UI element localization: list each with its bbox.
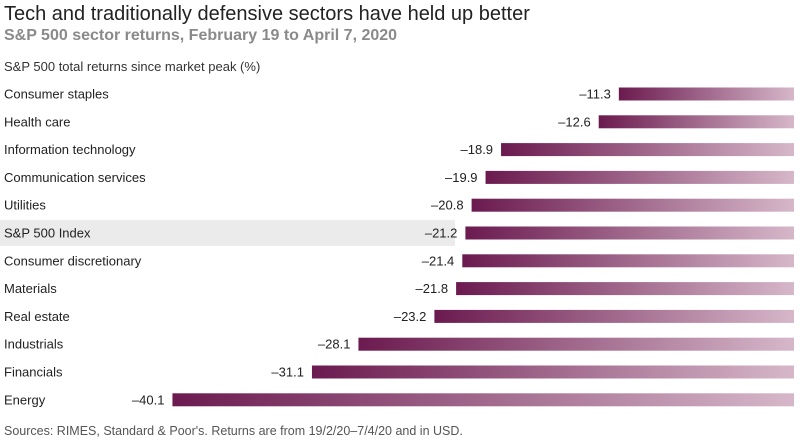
chart-subtitle: S&P 500 sector returns, February 19 to A… [4,27,398,44]
value-label: –20.8 [431,198,464,213]
category-label: Energy [4,392,46,407]
category-label: Industrials [4,337,64,352]
bar [465,226,794,240]
category-label: Real estate [4,309,70,324]
bar [471,198,794,212]
value-label: –28.1 [318,337,351,352]
category-label: Financials [4,365,63,380]
category-label: Utilities [4,198,46,213]
bar [172,393,794,407]
axis-label: S&P 500 total returns since market peak … [4,59,261,74]
value-label: –23.2 [394,309,427,324]
category-label: Communication services [4,170,146,185]
bar [311,365,794,379]
category-label: Health care [4,114,70,129]
bar [618,87,794,101]
category-label: Consumer staples [4,87,109,102]
highlight-row-background [0,220,455,246]
category-label: Consumer discretionary [4,253,142,268]
category-label: Information technology [4,142,136,157]
value-label: –19.9 [445,170,478,185]
category-label: S&P 500 Index [4,226,91,241]
value-label: –40.1 [132,392,165,407]
chart-title: Tech and traditionally defensive sectors… [4,3,530,25]
value-label: –21.8 [416,281,449,296]
bar [485,170,794,184]
value-label: –21.4 [422,253,455,268]
bar [462,254,794,268]
chart-rows: Consumer staples –11.3 Health care –12.6 Inf… [0,87,794,407]
value-label: –21.2 [425,226,458,241]
category-label: Materials [4,281,57,296]
bar [456,282,794,296]
bar [501,143,794,157]
bar [598,115,794,129]
value-label: –11.3 [579,87,611,102]
value-label: –12.6 [558,114,591,129]
bar [434,309,794,323]
value-label: –18.9 [461,142,494,157]
value-label: –31.1 [271,365,304,380]
source-note: Sources: RIMES, Standard & Poor's. Retur… [4,424,463,438]
bar [358,337,794,351]
